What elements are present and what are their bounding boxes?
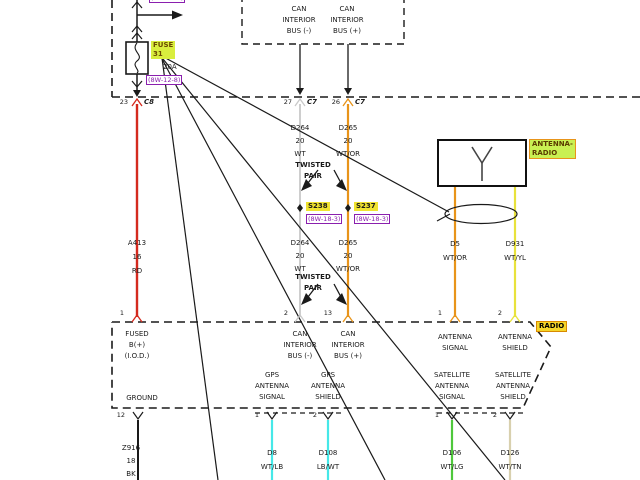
crossing-line [162, 58, 506, 480]
radio-module-dashed-box [111, 321, 552, 409]
arrow-icon [336, 179, 347, 191]
radio-pin-label: GROUND [126, 394, 158, 402]
pin-chevron-icon [294, 313, 306, 323]
twisted-pair-label: TWISTED PAIR [295, 161, 331, 180]
pin-chevron-icon [131, 97, 143, 107]
wire-label-d106: D106 WT/LG [440, 449, 464, 471]
fuse-element-icon [134, 42, 140, 74]
pin-chevron-icon [132, 411, 144, 421]
pin-number: 27 [283, 98, 292, 106]
pin-chevron-icon [342, 313, 354, 323]
branch-arrow-icon [172, 10, 183, 20]
radio-pin-label: CAN INTERIOR BUS (-) [283, 330, 317, 360]
twisted-pair-arrow-line [333, 169, 342, 184]
pin-number: 1 [119, 309, 124, 317]
pin-chevron-icon [509, 313, 521, 323]
connector-name: C7 [355, 98, 366, 106]
radio-pin-label: ANTENNA SHIELD [498, 333, 532, 352]
pin-number: 2 [283, 309, 288, 317]
radio-pin-label: CAN INTERIOR BUS (+) [331, 330, 365, 360]
pin-number: 23 [119, 98, 128, 106]
pin-number: 12 [116, 411, 125, 419]
wire-label-d931: D931 WT/YL [504, 240, 526, 262]
pin-number: 1 [437, 309, 442, 317]
wire-continuation-chevron-icon [131, 32, 143, 40]
antenna-radio-label: ANTENNA- RADIO [529, 139, 576, 159]
splice-label-s237: S237 [354, 202, 378, 211]
wire-continuation-chevron-icon [131, 1, 143, 9]
shield-loop-icon [444, 203, 518, 225]
splice-ref-label: (8W-18-3) [306, 214, 343, 224]
wire-label-d264: D264 20 WT [290, 124, 310, 158]
splice-dot-s238 [297, 204, 303, 212]
wire-continuation-chevron-icon [131, 25, 143, 33]
circuit-ref-label: (8W-12-8) [149, 0, 186, 3]
shield-loop-tail [436, 213, 451, 222]
pin-number: 2 [497, 309, 502, 317]
radio-label: RADIO [536, 321, 568, 332]
can-bus-plus-label: CAN INTERIOR BUS (+) [330, 5, 364, 35]
antenna-symbol-icon [481, 146, 493, 164]
down-arrow-icon [344, 88, 352, 95]
pin-chevron-icon [342, 97, 354, 107]
twisted-pair-label: TWISTED PAIR [295, 273, 331, 292]
twisted-pair-arrow-line [307, 169, 319, 184]
crossing-line [159, 54, 450, 213]
down-arrow-icon [296, 88, 304, 95]
wire-label-d264: D264 20 WT [290, 239, 310, 273]
fuse-symbol [125, 41, 149, 75]
arrow-icon [301, 293, 312, 305]
fuse-ref-label: (8W-12-8) [146, 75, 183, 85]
pin-chevron-icon [131, 313, 143, 323]
pin-number: 2 [492, 411, 497, 419]
radio-pin-label: SATELLITE ANTENNA SHIELD [494, 371, 532, 401]
down-arrow-icon [133, 90, 141, 97]
splice-ref-label: (8W-18-3) [354, 214, 391, 224]
pin-chevron-icon [504, 411, 516, 421]
crossing-line [161, 57, 219, 480]
pin-chevron-icon [266, 411, 278, 421]
pin-chevron-icon [449, 313, 461, 323]
fuse-label: FUSE 31 [151, 41, 176, 59]
connector-name: C7 [307, 98, 318, 106]
wire-label-d108: D108 LB/WT [316, 449, 340, 471]
pin-chevron-icon [294, 97, 306, 107]
wire-label-d126: D126 WT/TN [498, 449, 522, 471]
pin-number: 1 [434, 411, 439, 419]
radio-pin-label: GPS ANTENNA SIGNAL [255, 371, 289, 401]
can-bus-dashed-box [241, 0, 405, 45]
splice-label-s238: S238 [306, 202, 330, 211]
wire-label-d5: D5 WT/OR [443, 240, 467, 262]
radio-pin-label: FUSED B(+) (I.O.D.) [124, 330, 150, 360]
pin-chevron-icon [322, 411, 334, 421]
radio-pin-label: ANTENNA SIGNAL [438, 333, 472, 352]
fuse-rating-label: 20A [163, 63, 177, 71]
arrow-icon [336, 293, 347, 305]
pin-number: 2 [312, 411, 317, 419]
can-bus-minus-label: CAN INTERIOR BUS (-) [282, 5, 316, 35]
crossing-line [160, 56, 386, 480]
wire-continuation-chevron-icon [131, 80, 143, 88]
antenna-symbol-icon [471, 146, 483, 164]
pin-number: 26 [331, 98, 340, 106]
twisted-pair-arrow-line [333, 283, 342, 298]
wire-label-z916: Z916 18 BK [121, 444, 141, 478]
radio-pin-label: GPS ANTENNA SHIELD [311, 371, 345, 401]
radio-pin-label: SATELLITE ANTENNA SIGNAL [433, 371, 471, 401]
wire-label-d265: D265 20 WT/OR [336, 124, 360, 158]
pin-number: 13 [323, 309, 332, 317]
wire-label-d265: D265 20 WT/OR [336, 239, 360, 273]
connector-name: C8 [144, 98, 155, 106]
pin-chevron-icon [446, 411, 458, 421]
splice-dot-s237 [345, 204, 351, 212]
arrow-icon [301, 179, 312, 191]
twisted-pair-arrow-line [307, 283, 319, 298]
pin-number: 1 [254, 411, 259, 419]
wire-label-d8: D8 WT/LB [260, 449, 284, 471]
wire-label-a413: A413 16 RD [127, 239, 147, 275]
